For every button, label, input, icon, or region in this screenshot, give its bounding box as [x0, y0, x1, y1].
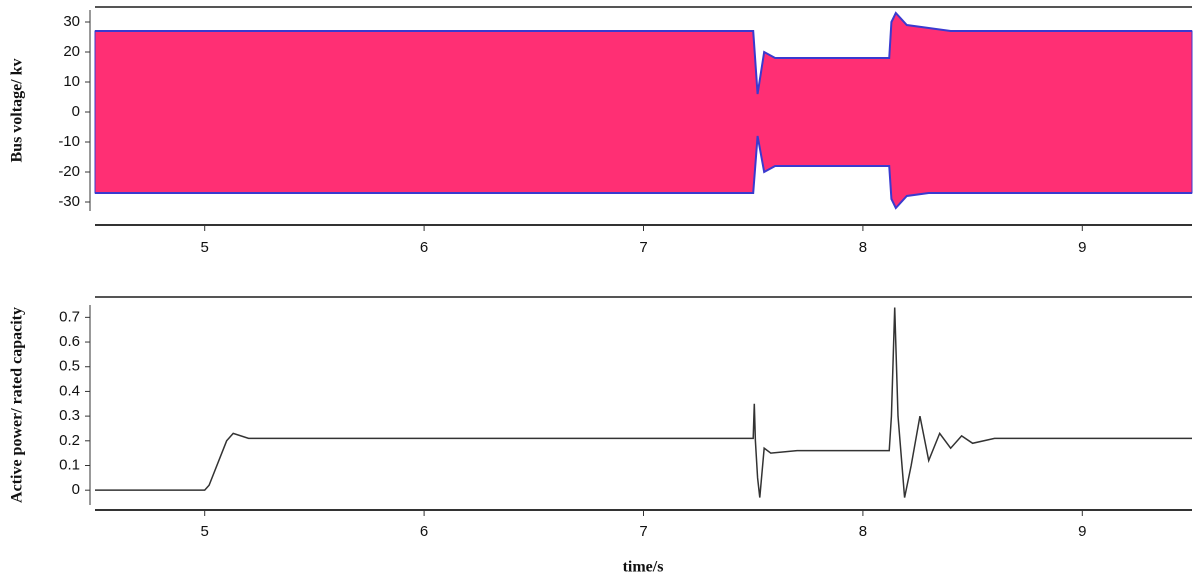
x-tick-label: 5: [201, 239, 209, 256]
y-tick-label: -30: [58, 193, 80, 210]
y-tick-label: 0: [72, 103, 80, 120]
y-tick-label: 0.1: [59, 456, 80, 473]
y-tick-label: 0: [72, 481, 80, 498]
x-tick-label: 6: [420, 239, 428, 256]
y-tick-label: -10: [58, 133, 80, 150]
y-tick-label: 0.4: [59, 382, 80, 399]
x-tick-label: 8: [859, 523, 867, 540]
y-axis-label: Active power/ rated capacity: [9, 307, 26, 503]
y-tick-label: 30: [63, 13, 80, 30]
y-tick-label: 10: [63, 73, 80, 90]
voltage-band: [94, 12, 1193, 209]
y-tick-label: 0.2: [59, 432, 80, 449]
x-tick-label: 6: [420, 523, 428, 540]
envelope-line: [95, 135, 1192, 210]
x-tick-label: 9: [1078, 239, 1086, 256]
envelope-line: [95, 11, 1192, 95]
x-tick-label: 8: [859, 239, 867, 256]
y-tick-label: -20: [58, 163, 80, 180]
y-tick-label: 0.3: [59, 407, 80, 424]
x-tick-label: 7: [639, 523, 647, 540]
x-axis-label: time/s: [623, 559, 664, 576]
x-tick-label: 5: [201, 523, 209, 540]
y-axis-label: Bus voltage/ kv: [9, 58, 26, 162]
y-tick-label: 0.6: [59, 333, 80, 350]
power-line: [95, 307, 1192, 498]
x-tick-label: 9: [1078, 523, 1086, 540]
y-tick-label: 20: [63, 43, 80, 60]
x-tick-label: 7: [639, 239, 647, 256]
y-tick-label: 0.7: [59, 308, 80, 325]
y-tick-label: 0.5: [59, 358, 80, 375]
